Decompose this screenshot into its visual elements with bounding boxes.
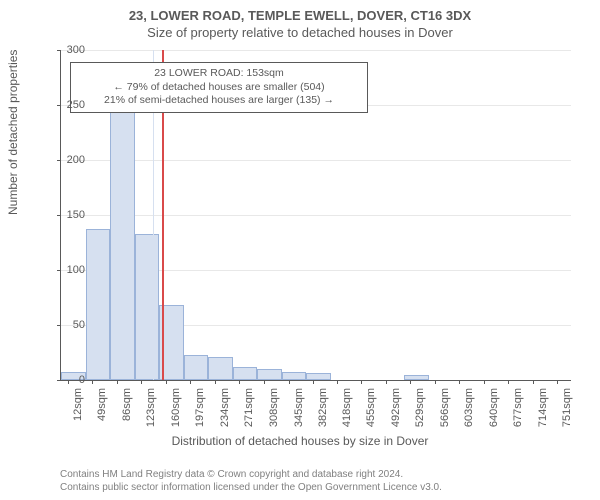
xtick-mark — [239, 380, 240, 384]
xtick-label: 12sqm — [72, 388, 84, 421]
xtick-label: 418sqm — [341, 388, 353, 427]
ytick-label: 300 — [45, 44, 85, 56]
annotation-line: 23 LOWER ROAD: 153sqm — [79, 67, 359, 81]
x-axis-label: Distribution of detached houses by size … — [0, 434, 600, 448]
xtick-label: 308sqm — [268, 388, 280, 427]
xtick-label: 677sqm — [512, 388, 524, 427]
histogram-bar — [86, 229, 111, 380]
xtick-mark — [386, 380, 387, 384]
footer-line-1: Contains HM Land Registry data © Crown c… — [60, 468, 442, 481]
xtick-mark — [508, 380, 509, 384]
xtick-mark — [264, 380, 265, 384]
ytick-label: 100 — [45, 264, 85, 276]
chart-title-sub: Size of property relative to detached ho… — [0, 23, 600, 40]
histogram-bar — [184, 355, 209, 380]
xtick-mark — [459, 380, 460, 384]
xtick-mark — [289, 380, 290, 384]
xtick-label: 382sqm — [317, 388, 329, 427]
histogram-bar — [110, 105, 135, 380]
y-axis-label: Number of detached properties — [6, 50, 20, 215]
xtick-label: 566sqm — [439, 388, 451, 427]
xtick-mark — [166, 380, 167, 384]
histogram-bar — [257, 369, 282, 380]
gridline — [61, 215, 571, 216]
ytick-label: 200 — [45, 154, 85, 166]
annotation-box: 23 LOWER ROAD: 153sqm← 79% of detached h… — [70, 62, 368, 113]
histogram-bar — [208, 357, 233, 380]
xtick-mark — [190, 380, 191, 384]
xtick-mark — [117, 380, 118, 384]
xtick-label: 714sqm — [537, 388, 549, 427]
xtick-label: 123sqm — [145, 388, 157, 427]
ytick-label: 250 — [45, 99, 85, 111]
histogram-bar — [135, 234, 160, 380]
chart-title-main: 23, LOWER ROAD, TEMPLE EWELL, DOVER, CT1… — [0, 0, 600, 23]
xtick-mark — [215, 380, 216, 384]
histogram-bar — [306, 373, 331, 380]
xtick-label: 529sqm — [414, 388, 426, 427]
histogram-bar — [404, 375, 429, 381]
xtick-mark — [533, 380, 534, 384]
xtick-label: 751sqm — [561, 388, 573, 427]
xtick-mark — [141, 380, 142, 384]
xtick-mark — [557, 380, 558, 384]
ytick-label: 150 — [45, 209, 85, 221]
annotation-line: ← 79% of detached houses are smaller (50… — [79, 81, 359, 95]
footer-line-2: Contains public sector information licen… — [60, 481, 442, 494]
annotation-line: 21% of semi-detached houses are larger (… — [79, 94, 359, 108]
xtick-mark — [435, 380, 436, 384]
gridline — [61, 50, 571, 51]
xtick-label: 492sqm — [390, 388, 402, 427]
xtick-label: 86sqm — [121, 388, 133, 421]
xtick-label: 640sqm — [488, 388, 500, 427]
xtick-label: 49sqm — [96, 388, 108, 421]
xtick-mark — [337, 380, 338, 384]
xtick-mark — [313, 380, 314, 384]
gridline — [61, 160, 571, 161]
xtick-label: 234sqm — [219, 388, 231, 427]
xtick-label: 345sqm — [293, 388, 305, 427]
xtick-label: 603sqm — [463, 388, 475, 427]
xtick-label: 455sqm — [365, 388, 377, 427]
xtick-label: 160sqm — [170, 388, 182, 427]
histogram-bar — [233, 367, 258, 380]
ytick-label: 50 — [45, 319, 85, 331]
xtick-mark — [410, 380, 411, 384]
xtick-mark — [361, 380, 362, 384]
histogram-bar — [282, 372, 307, 380]
chart-footer: Contains HM Land Registry data © Crown c… — [60, 468, 442, 494]
ytick-label: 0 — [45, 374, 85, 386]
chart-container: { "titles": { "main": "23, LOWER ROAD, T… — [0, 0, 600, 500]
xtick-mark — [92, 380, 93, 384]
xtick-label: 197sqm — [194, 388, 206, 427]
xtick-label: 271sqm — [243, 388, 255, 427]
xtick-mark — [484, 380, 485, 384]
